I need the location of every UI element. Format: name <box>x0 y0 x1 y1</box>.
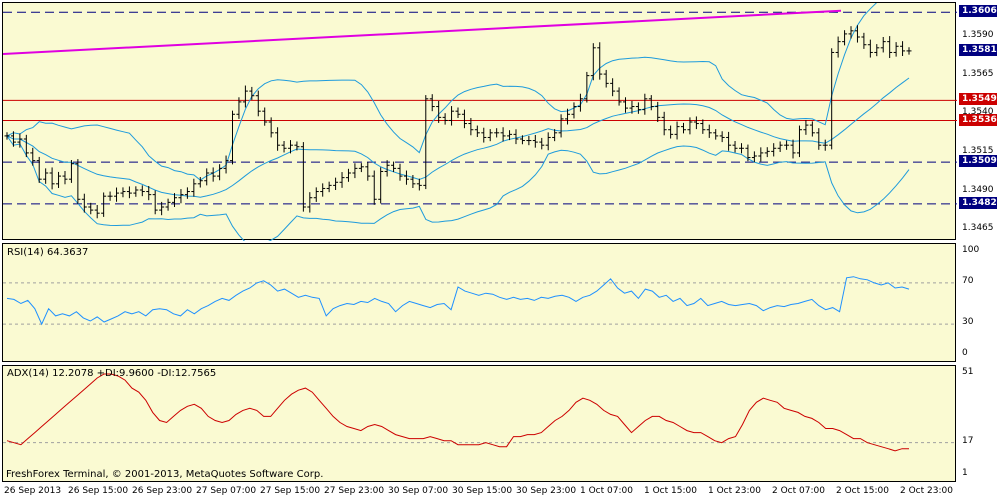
time-tick-label: 27 Sep 07:00 <box>196 486 257 496</box>
adx-title: ADX(14) 12.2078 +DI:9.9600 -DI:12.7565 <box>7 368 217 379</box>
price-tag-red: 1.3549 <box>959 93 997 106</box>
rsi-chart-svg <box>3 276 957 326</box>
time-tick-label: 26 Sep 15:00 <box>68 486 129 496</box>
rsi-tick-label: 0 <box>962 348 968 358</box>
adx-tick-label: 1 <box>962 468 968 478</box>
adx-line <box>6 373 909 452</box>
bollinger-upper-band <box>6 3 878 181</box>
price-tick-label: 1.3540 <box>962 107 994 118</box>
time-tick-label: 30 Sep 23:00 <box>516 486 577 496</box>
time-tick-label: 1 Oct 07:00 <box>580 486 633 496</box>
trendline <box>3 9 842 55</box>
time-tick-label: 2 Oct 23:00 <box>900 486 953 496</box>
price-tag-blue: 1.3581 <box>959 43 997 56</box>
time-tick-label: 1 Oct 23:00 <box>708 486 761 496</box>
rsi-tick-label: 70 <box>962 275 974 286</box>
price-tag-blue: 1.3482 <box>959 196 997 209</box>
price-chart-svg <box>3 3 957 241</box>
price-tag-blue: 1.3509 <box>959 155 997 168</box>
rsi-title: RSI(14) 64.3637 <box>7 247 89 258</box>
time-tick-label: 27 Sep 23:00 <box>324 486 385 496</box>
bollinger-middle-band <box>6 77 910 198</box>
adx-tick-label: 17 <box>962 435 974 446</box>
price-tick-label: 1.3565 <box>962 68 994 79</box>
bollinger-lower-band <box>6 135 910 241</box>
adx-panel[interactable] <box>2 365 957 482</box>
copyright-text: FreshForex Terminal, © 2001-2013, MetaQu… <box>6 469 324 480</box>
rsi-panel[interactable] <box>2 243 957 362</box>
price-tag-red: 1.3536 <box>959 113 997 126</box>
rsi-tick-label: 100 <box>962 245 980 255</box>
price-tag-blue: 1.3606 <box>959 5 997 18</box>
time-tick-label: 30 Sep 15:00 <box>452 486 513 496</box>
time-tick-label: 2 Oct 15:00 <box>836 486 889 496</box>
adx-chart-svg <box>3 373 957 452</box>
rsi-line <box>6 276 910 326</box>
price-tick-label: 1.3490 <box>962 184 994 195</box>
price-tick-label: 1.3590 <box>962 30 994 40</box>
time-tick-label: 30 Sep 07:00 <box>388 486 449 496</box>
adx-tick-label: 51 <box>962 367 974 377</box>
time-tick-label: 26 Sep 2013 <box>4 486 62 496</box>
time-tick-label: 2 Oct 07:00 <box>772 486 825 496</box>
price-tick-label: 1.3465 <box>962 223 994 234</box>
price-panel[interactable] <box>2 2 957 241</box>
time-tick-label: 27 Sep 15:00 <box>260 486 321 496</box>
time-tick-label: 1 Oct 15:00 <box>644 486 697 496</box>
rsi-tick-label: 30 <box>962 317 974 328</box>
price-tick-label: 1.3515 <box>962 145 994 156</box>
time-tick-label: 26 Sep 23:00 <box>132 486 193 496</box>
